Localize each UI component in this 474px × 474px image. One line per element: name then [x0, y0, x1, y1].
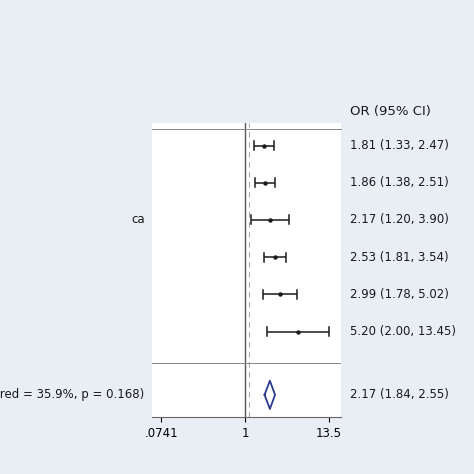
- Text: 1.81 (1.33, 2.47): 1.81 (1.33, 2.47): [350, 139, 448, 152]
- Text: ca: ca: [131, 213, 145, 227]
- Text: 2.17 (1.20, 3.90): 2.17 (1.20, 3.90): [350, 213, 448, 227]
- Text: 2.17 (1.84, 2.55): 2.17 (1.84, 2.55): [350, 388, 448, 401]
- Text: 2.99 (1.78, 5.02): 2.99 (1.78, 5.02): [350, 288, 448, 301]
- Text: -squared = 35.9%, p = 0.168): -squared = 35.9%, p = 0.168): [0, 388, 145, 401]
- Text: OR (95% CI): OR (95% CI): [350, 105, 430, 118]
- Text: 1.86 (1.38, 2.51): 1.86 (1.38, 2.51): [350, 176, 448, 189]
- Text: 5.20 (2.00, 13.45): 5.20 (2.00, 13.45): [350, 325, 456, 338]
- Text: 2.53 (1.81, 3.54): 2.53 (1.81, 3.54): [350, 251, 448, 264]
- Polygon shape: [264, 381, 275, 409]
